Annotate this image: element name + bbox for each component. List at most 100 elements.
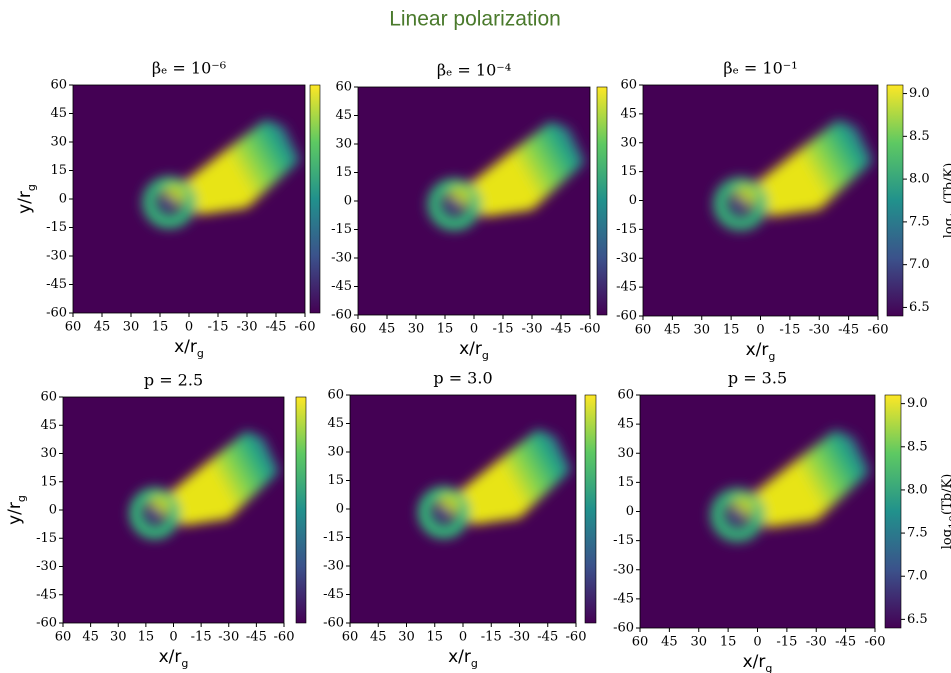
y-axis-label-part: y/r	[5, 502, 25, 525]
y-tick-label: 0	[344, 194, 352, 209]
colorbar-tick-label: 7.5	[909, 214, 930, 229]
y-tick-label: 45	[335, 108, 352, 123]
y-tick-label: -15	[46, 220, 67, 235]
x-tick-label: 30	[408, 322, 425, 337]
y-tick-label: -45	[613, 591, 634, 606]
x-axis-label: x/rg	[448, 647, 478, 670]
colorbar-tick-label: 7.0	[907, 569, 928, 584]
colorbar-label-part: log	[940, 529, 951, 549]
colorbar-label-part: 10	[949, 204, 951, 218]
colorbar-label-part: log	[942, 218, 951, 238]
y-tick-label: 45	[617, 417, 634, 432]
x-tick-label: 60	[350, 322, 367, 337]
panel-title: p = 3.5	[728, 369, 787, 388]
heatmap-field	[350, 395, 576, 623]
y-tick-label: -60	[616, 309, 637, 324]
y-tick-label: -30	[613, 562, 634, 577]
heatmap-image	[358, 87, 590, 315]
x-tick-label: 60	[635, 323, 652, 338]
colorbar-tick-label: 6.5	[909, 300, 930, 315]
x-tick-label: 0	[169, 630, 177, 645]
x-tick-label: -45	[838, 323, 859, 338]
y-tick-label: 15	[335, 165, 352, 180]
x-tick-label: -30	[806, 635, 827, 650]
y-tick-label: -30	[323, 559, 344, 574]
x-tick-label: 45	[661, 635, 678, 650]
x-tick-label: 15	[152, 320, 169, 335]
x-tick-label: -45	[551, 322, 572, 337]
y-tick-label: -30	[331, 251, 352, 266]
y-tick-label: 60	[40, 390, 57, 405]
y-tick-label: 0	[629, 193, 637, 208]
y-tick-label: -60	[331, 308, 352, 323]
heatmap-field	[73, 85, 305, 313]
y-tick-label: 30	[327, 445, 344, 460]
y-tick-label: -45	[323, 587, 344, 602]
figure-title: Linear polarization	[389, 8, 561, 31]
x-axis-label-part: g	[768, 350, 775, 363]
y-axis-label: y/rg	[15, 184, 38, 214]
y-tick-label: -60	[613, 621, 634, 636]
y-tick-label: -45	[36, 587, 57, 602]
x-tick-label: -30	[509, 630, 530, 645]
x-axis-label-part: x/r	[459, 339, 482, 359]
x-tick-label: -60	[295, 320, 316, 335]
y-tick-label: 0	[336, 502, 344, 517]
x-tick-label: 0	[459, 630, 467, 645]
x-axis-label-part: x/r	[174, 337, 197, 357]
y-tick-label: 30	[617, 446, 634, 461]
x-axis-label-part: x/r	[743, 652, 766, 672]
x-tick-label: 60	[632, 635, 649, 650]
x-axis-label-part: g	[482, 349, 489, 362]
y-tick-label: -30	[616, 251, 637, 266]
colorbar-label: log10(Tb/K)	[940, 474, 951, 550]
x-tick-label: -60	[580, 322, 601, 337]
panel-title: p = 2.5	[144, 371, 203, 390]
heatmap-field	[640, 395, 875, 628]
colorbar-label-part: 10	[947, 515, 951, 529]
colorbar-tick-label: 9.0	[909, 86, 930, 101]
x-tick-label: 0	[470, 322, 478, 337]
colorbar-tick-label: 7.5	[907, 526, 928, 541]
x-tick-label: -60	[274, 630, 295, 645]
y-tick-label: 0	[49, 503, 57, 518]
y-tick-label: 45	[620, 106, 637, 121]
x-tick-label: -45	[537, 630, 558, 645]
panel-title: βₑ = 10⁻¹	[723, 59, 797, 78]
x-axis-label-part: g	[765, 662, 772, 673]
x-tick-label: -45	[266, 320, 287, 335]
x-tick-label: 0	[185, 320, 193, 335]
heatmap-image	[73, 85, 305, 313]
panel-title: p = 3.0	[433, 369, 492, 388]
x-tick-label: 15	[437, 322, 454, 337]
x-tick-label: 45	[370, 630, 387, 645]
y-axis-label-part: y/r	[15, 191, 35, 214]
x-axis-label: x/rg	[159, 647, 189, 670]
x-tick-label: -60	[865, 635, 886, 650]
x-tick-label: -15	[493, 322, 514, 337]
x-axis-label: x/rg	[746, 340, 776, 363]
x-tick-label: 15	[720, 635, 737, 650]
y-tick-label: -15	[36, 531, 57, 546]
x-axis-label: x/rg	[743, 652, 773, 673]
x-tick-label: -15	[191, 630, 212, 645]
x-tick-label: -30	[522, 322, 543, 337]
x-tick-label: 30	[693, 323, 710, 338]
y-tick-label: 60	[50, 78, 67, 93]
x-tick-label: -15	[776, 635, 797, 650]
x-tick-label: 45	[94, 320, 111, 335]
colorbar-tick-label: 8.5	[909, 129, 930, 144]
heatmap-image	[643, 85, 878, 316]
y-tick-label: 0	[59, 192, 67, 207]
x-tick-label: -45	[246, 630, 267, 645]
colorbar-label: log10(Tb/K)	[942, 163, 951, 239]
colorbar	[295, 396, 307, 624]
panel-title: βₑ = 10⁻⁴	[437, 61, 511, 80]
colorbar-tick-label: 9.0	[907, 396, 928, 411]
x-tick-label: 0	[756, 323, 764, 338]
heatmap-field	[63, 397, 284, 623]
x-tick-label: 30	[690, 635, 707, 650]
x-tick-label: 30	[398, 630, 415, 645]
colorbar-label-part: (Tb/K)	[942, 163, 951, 204]
